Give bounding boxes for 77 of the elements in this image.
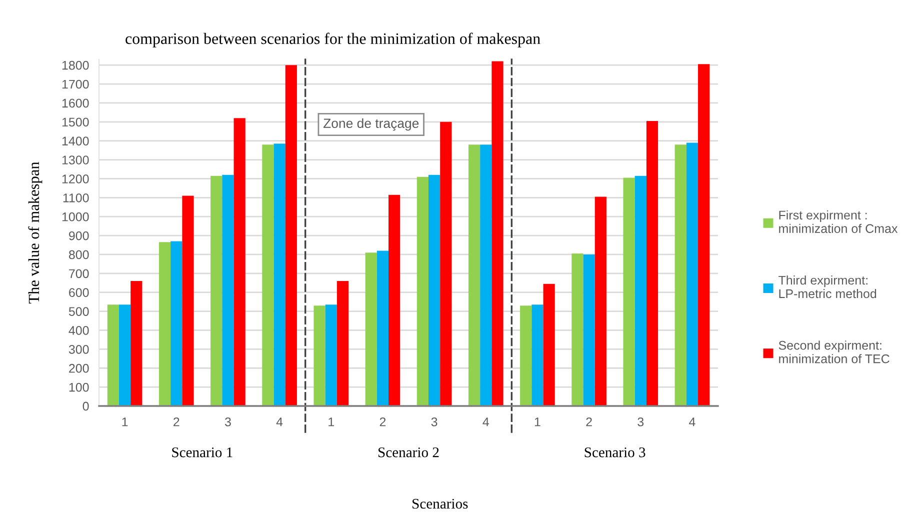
bar <box>222 174 234 406</box>
bar <box>646 120 658 406</box>
bar <box>416 176 428 406</box>
y-tick-label: 500 <box>68 307 89 316</box>
y-tick-label: 300 <box>68 344 89 354</box>
bar <box>210 176 222 406</box>
bar <box>130 280 142 406</box>
bar <box>543 284 555 406</box>
y-tick-label: 1400 <box>62 136 89 146</box>
x-tick-label: 1 <box>328 418 334 426</box>
y-tick-label: 1200 <box>62 174 89 184</box>
bar <box>634 176 646 406</box>
bar <box>674 144 686 406</box>
x-axis-title: Scenario 3 <box>584 447 646 458</box>
y-tick-label: 400 <box>68 326 89 335</box>
bar <box>325 304 337 406</box>
x-tick-label: 1 <box>122 418 128 426</box>
x-tick-label: 1 <box>534 418 540 426</box>
bar <box>520 306 532 406</box>
bar <box>234 118 246 406</box>
bar <box>686 142 698 406</box>
bar <box>594 196 606 406</box>
y-tick-label: 1600 <box>62 98 89 108</box>
x-tick-label: 4 <box>689 418 696 426</box>
legend-label: Third expirment: LP-metric method <box>778 275 876 298</box>
y-tick-label: 1700 <box>62 80 89 89</box>
legend-label: Second expirment: minimization of TEC <box>778 340 890 364</box>
bar <box>107 304 119 406</box>
bar <box>492 61 504 406</box>
y-tick-label: 100 <box>69 382 89 392</box>
y-tick-label: 1000 <box>62 212 89 222</box>
annotation: Zone de traçage <box>324 118 419 131</box>
bar <box>285 65 297 406</box>
y-tick-label: 1300 <box>62 156 89 164</box>
bar <box>468 144 480 406</box>
text: Scenarios <box>412 498 468 509</box>
chart-title: comparison between scenarios for the minimization of makespan <box>126 32 540 48</box>
bar <box>388 194 400 406</box>
bar <box>158 242 171 406</box>
bar <box>365 252 377 406</box>
bar <box>532 304 544 406</box>
x-tick-label: 4 <box>482 418 489 426</box>
y-tick-label: 1500 <box>62 118 89 127</box>
x-axis-title: Scenario 1 <box>172 447 232 458</box>
y-tick-label: 200 <box>69 364 89 373</box>
bar <box>583 254 595 406</box>
x-tick-label: 2 <box>174 417 180 426</box>
bar <box>376 250 389 406</box>
legend-label: First expirment : minimization of Cmax <box>779 210 898 234</box>
y-tick-label: 0 <box>82 402 89 411</box>
x-tick-label: 3 <box>638 417 644 426</box>
bar <box>118 304 131 406</box>
bar <box>698 64 710 406</box>
bar <box>182 196 194 406</box>
x-tick-label: 2 <box>586 417 592 426</box>
y-tick-label: 600 <box>69 288 89 298</box>
y-tick-label: 800 <box>68 250 89 260</box>
x-tick-label: 4 <box>276 418 283 426</box>
x-tick-label: 2 <box>380 417 386 426</box>
bar <box>480 144 492 406</box>
y-tick-label: 900 <box>69 231 89 240</box>
bar <box>572 254 584 406</box>
bar <box>336 280 349 406</box>
x-tick-label: 3 <box>224 417 231 426</box>
x-tick-label: 3 <box>431 417 438 426</box>
bar <box>170 241 182 406</box>
bar <box>428 174 440 406</box>
y-tick-label: 1100 <box>63 193 89 202</box>
bar <box>274 144 286 406</box>
y-axis-title: The value of makespan <box>28 162 42 304</box>
bar <box>440 122 452 406</box>
x-axis-title: Scenario 2 <box>378 447 439 458</box>
y-tick-label: 1800 <box>62 60 89 70</box>
bar <box>262 144 274 406</box>
bar <box>314 306 326 406</box>
y-tick-label: 700 <box>69 269 89 278</box>
bar <box>623 178 635 406</box>
